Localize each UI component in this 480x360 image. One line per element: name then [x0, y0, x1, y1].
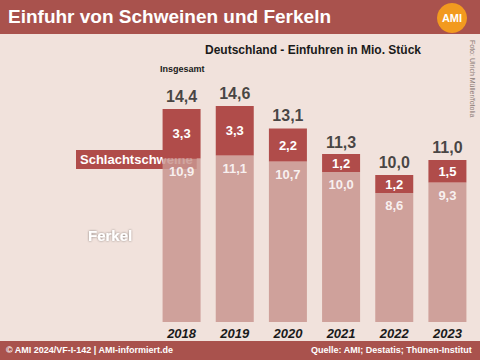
svg-text:11,0: 11,0 [432, 139, 462, 156]
svg-text:10,7: 10,7 [275, 167, 300, 182]
svg-text:2,2: 2,2 [279, 138, 297, 153]
svg-text:2020: 2020 [272, 326, 303, 341]
svg-text:Schlachtschweine: Schlachtschweine [80, 152, 193, 167]
svg-text:14,6: 14,6 [219, 85, 250, 102]
svg-text:Foto: Ulrich Müller/fotolia: Foto: Ulrich Müller/fotolia [469, 40, 476, 118]
svg-text:2022: 2022 [379, 326, 410, 341]
svg-text:Ferkel: Ferkel [88, 227, 132, 244]
svg-text:13,1: 13,1 [272, 107, 303, 124]
svg-text:8,6: 8,6 [385, 198, 403, 213]
svg-text:3,3: 3,3 [173, 126, 191, 141]
svg-text:2019: 2019 [219, 326, 250, 341]
svg-text:2021: 2021 [326, 326, 356, 341]
svg-text:9,3: 9,3 [438, 188, 456, 203]
svg-text:Quelle: AMI; Destatis; Thünen-: Quelle: AMI; Destatis; Thünen-Institut [311, 345, 472, 355]
svg-text:14,4: 14,4 [166, 88, 197, 105]
svg-text:10,0: 10,0 [379, 154, 410, 171]
svg-text:11,3: 11,3 [326, 134, 356, 151]
svg-text:2023: 2023 [432, 326, 463, 341]
svg-text:AMI: AMI [442, 12, 462, 24]
svg-text:2018: 2018 [166, 326, 197, 341]
svg-text:Insgesamt: Insgesamt [160, 64, 205, 74]
svg-text:10,9: 10,9 [169, 164, 194, 179]
svg-text:© AMI 2024/VF-I-142 | AMI-info: © AMI 2024/VF-I-142 | AMI-informiert.de [6, 345, 173, 355]
svg-text:11,1: 11,1 [222, 161, 247, 176]
svg-text:1,5: 1,5 [438, 164, 456, 179]
svg-text:3,3: 3,3 [226, 123, 244, 138]
svg-text:1,2: 1,2 [385, 177, 403, 192]
svg-text:10,0: 10,0 [328, 177, 353, 192]
svg-text:1,2: 1,2 [332, 156, 350, 171]
svg-text:Deutschland - Einfuhren in Mio: Deutschland - Einfuhren in Mio. Stück [205, 43, 421, 57]
svg-text:Einfuhr von Schweinen und Ferk: Einfuhr von Schweinen und Ferkeln [8, 6, 331, 27]
